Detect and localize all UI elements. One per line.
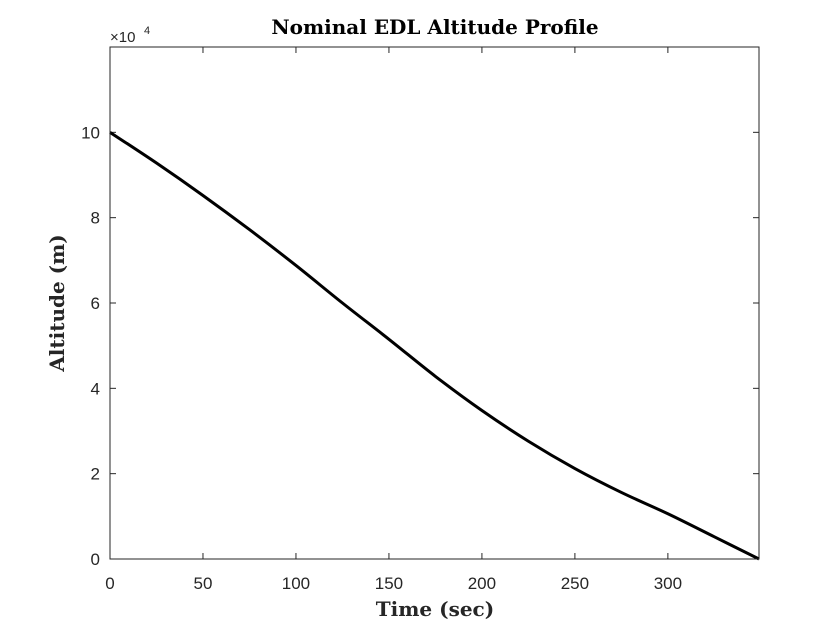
- y-tick-labels: 0 2 4 6 8 10: [81, 123, 100, 569]
- plot-background: [110, 47, 759, 559]
- y-tick-label: 4: [91, 379, 100, 398]
- tick-marks: [109, 47, 759, 560]
- y-tick-label: 10: [81, 123, 100, 142]
- plot-frame: [109, 46, 760, 560]
- chart-title: Nominal EDL Altitude Profile: [271, 15, 598, 39]
- x-axis-label: Time (sec): [376, 597, 494, 621]
- x-tick-label: 200: [468, 574, 496, 593]
- x-tick-label: 0: [105, 574, 114, 593]
- y-tick-label: 6: [91, 294, 100, 313]
- y-tick-label: 8: [91, 209, 100, 228]
- y-exponent-power: 4: [144, 25, 150, 37]
- x-tick-label: 100: [282, 574, 310, 593]
- series-line-0: [109, 131, 760, 561]
- series-layer: [109, 131, 760, 561]
- y-exponent-base: ×10: [110, 29, 135, 46]
- x-tick-labels: 0 50 100 150 200 250 300: [105, 574, 682, 593]
- x-tick-label: 250: [561, 574, 589, 593]
- y-tick-label: 0: [91, 550, 100, 569]
- x-tick-label: 300: [654, 574, 682, 593]
- x-tick-label: 150: [375, 574, 403, 593]
- y-tick-label: 2: [91, 465, 100, 484]
- y-axis-label: Altitude (m): [45, 234, 69, 373]
- x-tick-label: 50: [194, 574, 213, 593]
- y-exponent-label: ×10 4: [110, 25, 150, 46]
